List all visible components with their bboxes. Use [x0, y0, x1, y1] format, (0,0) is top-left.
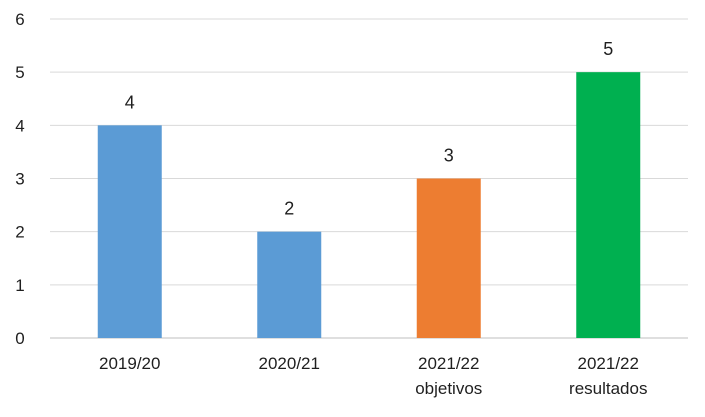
x-tick-label-line: objetivos: [415, 379, 482, 398]
x-tick-label: 2020/21: [259, 354, 320, 373]
bar: [416, 178, 481, 338]
x-tick-label-line: 2019/20: [99, 354, 160, 373]
y-tick-label: 0: [15, 329, 24, 348]
x-tick-label-line: 2021/22: [578, 354, 639, 373]
bar: [576, 72, 641, 339]
x-axis-tick-labels: 2019/20 2020/21 2021/22 objetivos 2021/22 res…: [99, 354, 647, 398]
y-tick-label: 5: [15, 63, 24, 82]
data-label: 3: [444, 146, 454, 166]
data-label: 5: [603, 39, 613, 59]
bar: [257, 231, 322, 338]
x-tick-label: 2021/22 resultados: [569, 354, 647, 398]
y-tick-label: 3: [15, 170, 24, 189]
data-label: 4: [125, 92, 135, 112]
y-tick-label: 6: [15, 10, 24, 29]
x-tick-label-line: 2021/22: [418, 354, 479, 373]
bar: [97, 125, 162, 338]
x-tick-label: 2021/22 objetivos: [415, 354, 482, 398]
y-axis-tick-labels: 0 1 2 3 4 5 6: [15, 10, 24, 348]
y-tick-label: 4: [15, 116, 24, 135]
x-tick-label-line: 2020/21: [259, 354, 320, 373]
y-tick-label: 1: [15, 276, 24, 295]
x-tick-label-line: resultados: [569, 379, 647, 398]
bars: [97, 72, 641, 339]
y-tick-label: 2: [15, 223, 24, 242]
data-labels: 4 2 3 5: [125, 39, 614, 219]
x-tick-label: 2019/20: [99, 354, 160, 373]
data-label: 2: [284, 199, 294, 219]
